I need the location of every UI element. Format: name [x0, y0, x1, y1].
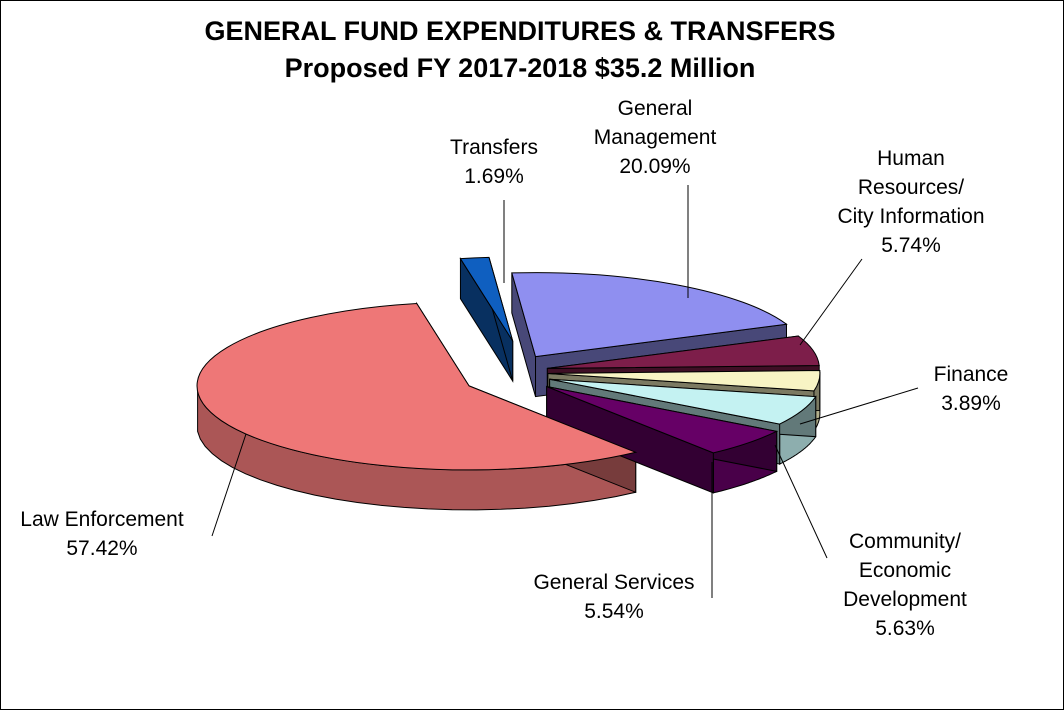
slice-label: Community/Economic Development 5.63%	[843, 530, 967, 640]
slice-label: General Management 20.09%	[594, 97, 717, 178]
slice-label: General Services 5.54%	[533, 571, 694, 623]
pie-slice-community-economic-development	[549, 378, 817, 425]
leader-line	[211, 433, 247, 537]
slice-label: Human Resources/City Information 5.74%	[837, 147, 984, 257]
leader-line	[799, 387, 919, 425]
chart-title: GENERAL FUND EXPENDITURES & TRANSFERS	[204, 16, 836, 46]
pie-slice-finance	[547, 370, 821, 392]
slice-label: Finance 3.89%	[934, 363, 1009, 415]
pie-slice-human-resources-city-information	[547, 335, 820, 369]
slice-label: Law Enforcement 57.42%	[20, 508, 184, 560]
chart-subtitle: Proposed FY 2017-2018 $35.2 Million	[284, 53, 756, 83]
pie-slice-transfers	[459, 256, 514, 342]
leader-line	[799, 258, 863, 346]
leader-line	[774, 444, 828, 559]
slice-label: Transfers 1.69%	[450, 136, 538, 188]
pie-slice-general-services	[546, 386, 779, 454]
pie-slice-law-enforcement	[196, 302, 638, 471]
pie-slice-general-management	[511, 272, 788, 358]
